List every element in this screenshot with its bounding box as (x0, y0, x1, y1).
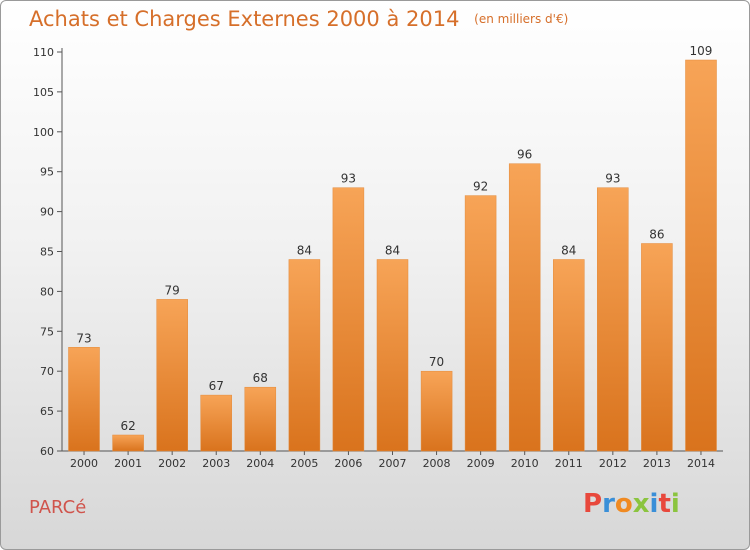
bar-2004 (244, 386, 277, 452)
y-tick-label: 80 (40, 285, 54, 298)
y-tick-label: 75 (40, 325, 54, 338)
x-tick-label-2004: 2004 (246, 457, 274, 470)
bar-2005 (288, 259, 321, 452)
value-label-2009: 92 (473, 180, 488, 194)
chart-axes: 60 65 70 75 80 85 90 95 100 105 110 2000 2001 2002 200… (33, 46, 723, 470)
place-name: PARCé (29, 497, 87, 518)
bar-2001 (112, 434, 144, 452)
brand-letter: o (614, 489, 633, 519)
brand-letter: x (632, 489, 650, 519)
chart-labels: 73 62 79 67 68 84 93 84 70 92 96 84 93 86 109 (76, 44, 712, 433)
x-tick-label-2008: 2008 (423, 457, 451, 470)
brand-letter: i (649, 489, 659, 519)
y-tick-label: 95 (40, 166, 54, 179)
x-tick-label-2005: 2005 (290, 457, 318, 470)
value-label-2003: 67 (209, 379, 224, 393)
value-label-2004: 68 (253, 371, 268, 385)
x-tick-label-2010: 2010 (511, 457, 539, 470)
value-label-2010: 96 (517, 148, 532, 162)
bar-2008 (420, 370, 453, 452)
x-tick-label-2003: 2003 (202, 457, 230, 470)
x-tick-label-2001: 2001 (114, 457, 142, 470)
value-label-2001: 62 (120, 419, 135, 433)
value-label-2006: 93 (341, 172, 356, 186)
y-tick-label: 60 (40, 445, 54, 458)
brand-letter: t (658, 489, 671, 519)
y-tick-label: 100 (33, 126, 54, 139)
value-label-2014: 109 (690, 44, 713, 58)
brand-letter: i (670, 489, 680, 519)
y-tick-label: 65 (40, 405, 54, 418)
brand-logo: Proxiti (583, 489, 680, 519)
value-label-2011: 84 (561, 243, 576, 257)
value-label-2012: 93 (605, 172, 620, 186)
y-tick-label: 90 (40, 206, 54, 219)
bar-2012 (597, 187, 629, 452)
bar-2013 (641, 243, 673, 452)
x-tick-label-2009: 2009 (467, 457, 495, 470)
bar-2007 (376, 259, 409, 452)
x-tick-label-2012: 2012 (599, 457, 627, 470)
bar-2002 (156, 299, 188, 452)
y-tick-label: 105 (33, 86, 54, 99)
value-label-2007: 84 (385, 243, 400, 257)
x-tick-label-2011: 2011 (555, 457, 583, 470)
value-label-2002: 79 (165, 283, 180, 297)
x-tick-label-2007: 2007 (379, 457, 407, 470)
x-tick-label-2006: 2006 (334, 457, 362, 470)
x-tick-label-2000: 2000 (70, 457, 98, 470)
bar-2000 (68, 347, 100, 452)
chart-bars (68, 59, 717, 452)
brand-letter: P (583, 489, 603, 519)
x-tick-label-2014: 2014 (687, 457, 715, 470)
y-tick-label: 85 (40, 246, 54, 259)
value-label-2000: 73 (76, 331, 91, 345)
value-label-2008: 70 (429, 355, 444, 369)
chart-unit: (en milliers d'€) (474, 12, 569, 26)
y-tick-label: 110 (33, 46, 54, 59)
bar-2010 (508, 163, 541, 452)
x-tick-label-2002: 2002 (158, 457, 186, 470)
bar-2003 (200, 394, 232, 452)
bar-2011 (553, 259, 585, 452)
x-tick-label-2013: 2013 (643, 457, 671, 470)
bar-2009 (464, 195, 497, 452)
chart-title: Achats et Charges Externes 2000 à 2014 (… (29, 7, 568, 31)
chart-title-text: Achats et Charges Externes 2000 à 2014 (29, 7, 460, 31)
bar-2014 (685, 59, 717, 452)
y-tick-label: 70 (40, 365, 54, 378)
brand-letter: r (602, 489, 615, 519)
bar-2006 (332, 187, 365, 452)
value-label-2013: 86 (649, 228, 664, 242)
value-label-2005: 84 (297, 243, 312, 257)
